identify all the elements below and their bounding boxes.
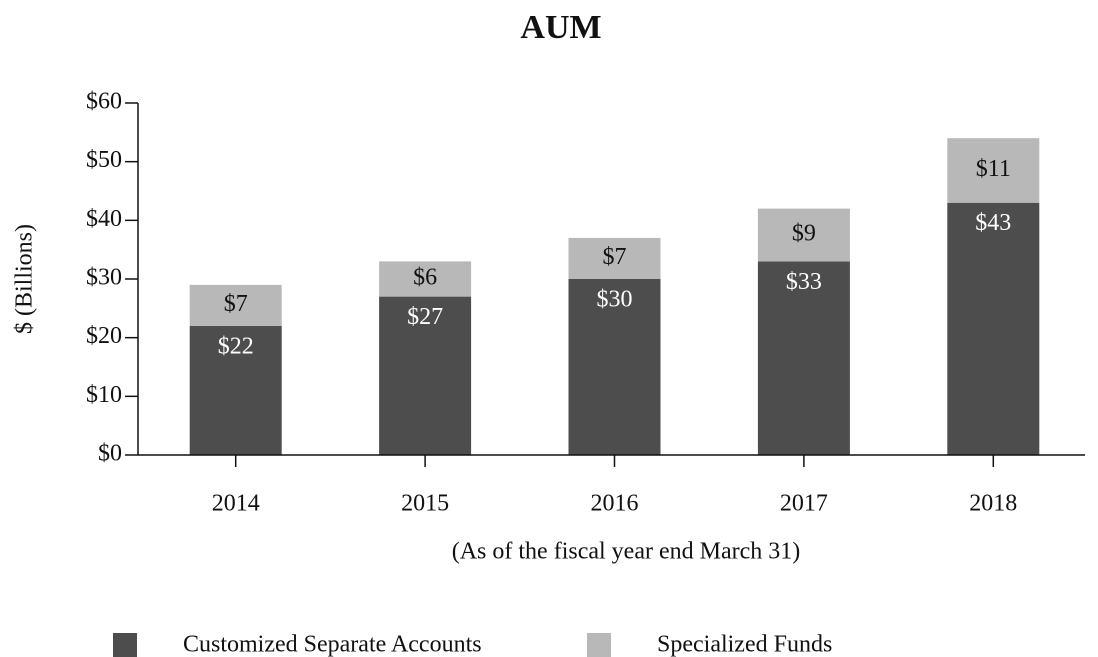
bar-segment (189, 284, 282, 326)
bar-segment (947, 138, 1040, 203)
data-label: $7 (224, 291, 248, 317)
data-label: $33 (786, 269, 822, 295)
data-label: $7 (603, 244, 627, 270)
legend-swatch (587, 633, 611, 657)
data-label: $9 (792, 221, 816, 247)
bar-segment (947, 202, 1040, 455)
y-tick-label: $10 (86, 382, 122, 408)
legend-label: Customized Separate Accounts (183, 632, 482, 657)
legend-swatch (113, 633, 137, 657)
data-label: $30 (597, 287, 633, 313)
y-tick-label: $0 (98, 441, 122, 467)
data-label: $43 (975, 210, 1011, 236)
x-tick-label: 2017 (780, 491, 828, 517)
x-axis-label: (As of the fiscal year end March 31) (452, 539, 801, 565)
y-tick-label: $30 (86, 265, 122, 291)
bar-segment (757, 261, 850, 455)
y-tick-label: $60 (86, 89, 122, 115)
x-tick-label: 2016 (591, 491, 639, 517)
bar-segment (379, 296, 472, 455)
y-tick-label: $20 (86, 323, 122, 349)
data-label: $22 (218, 333, 254, 359)
y-tick-label: $40 (86, 206, 122, 232)
y-axis-label: $ (Billions) (12, 224, 38, 334)
data-label: $27 (407, 304, 443, 330)
x-tick-label: 2015 (401, 491, 449, 517)
bar-segment (568, 279, 661, 455)
bar-segment (568, 237, 661, 279)
bar-segment (189, 325, 282, 455)
y-tick-label: $50 (86, 147, 122, 173)
data-label: $11 (976, 156, 1011, 182)
bar-segment (757, 208, 850, 262)
bar-segment (379, 261, 472, 297)
data-label: $6 (413, 265, 437, 291)
chart-title: AUM (520, 9, 601, 46)
legend-label: Specialized Funds (657, 632, 832, 657)
x-tick-label: 2014 (212, 491, 260, 517)
x-tick-label: 2018 (969, 491, 1017, 517)
